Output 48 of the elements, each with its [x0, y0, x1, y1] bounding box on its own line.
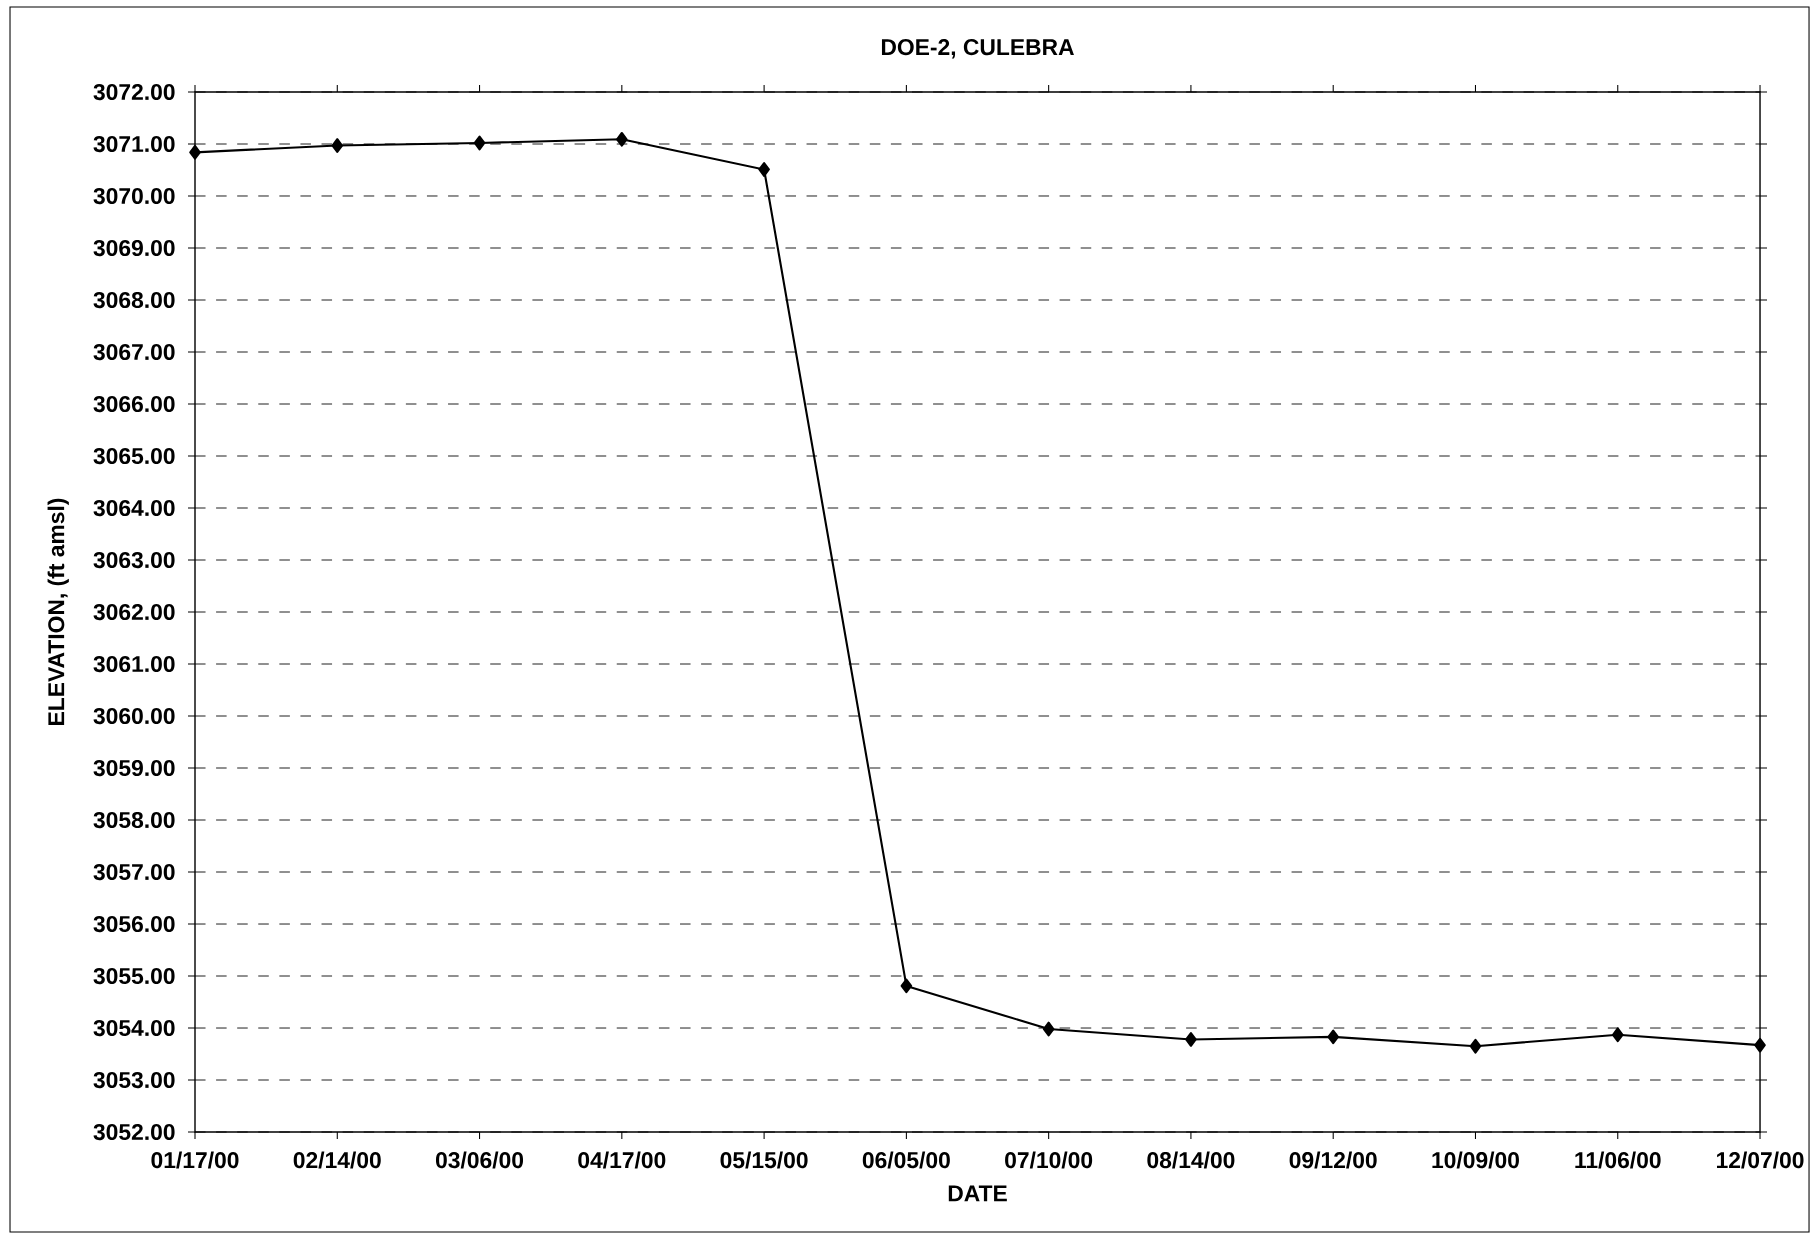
- x-tick-label: 02/14/00: [293, 1151, 381, 1169]
- point: [473, 135, 486, 151]
- y-tick-label: 3070.00: [93, 187, 175, 205]
- point: [1754, 1037, 1766, 1053]
- y-tick-label: 3063.00: [93, 551, 175, 569]
- point: [1042, 1021, 1055, 1037]
- y-tick-label: 3057.00: [93, 863, 175, 881]
- x-tick-label: 12/07/00: [1717, 1151, 1804, 1169]
- point: [189, 144, 201, 160]
- y-tick-label: 3052.00: [93, 1123, 175, 1141]
- x-tick-label: 01/17/00: [151, 1151, 239, 1169]
- y-tick-label: 3067.00: [93, 343, 175, 361]
- x-axis-title: DATE: [948, 1185, 1007, 1202]
- x-tick-label: 07/10/00: [1005, 1151, 1093, 1169]
- y-tick-label: 3062.00: [93, 603, 175, 621]
- x-tick-label: 05/15/00: [720, 1151, 808, 1169]
- y-tick-label: 3054.00: [93, 1019, 175, 1037]
- x-tick-label: 11/06/00: [1575, 1151, 1661, 1169]
- x-tick-label: 08/14/00: [1147, 1151, 1235, 1169]
- y-tick-label: 3064.00: [93, 499, 175, 517]
- x-tick-label: 03/06/00: [435, 1151, 524, 1169]
- x-tick-label: 09/12/00: [1289, 1151, 1377, 1169]
- y-tick-label: 3068.00: [93, 291, 175, 309]
- x-tick-label: 04/17/00: [578, 1151, 666, 1169]
- y-tick-label: 3056.00: [93, 915, 175, 933]
- y-tick-label: 3059.00: [93, 759, 175, 777]
- y-tick-label: 3072.00: [93, 83, 175, 101]
- point: [1469, 1038, 1482, 1054]
- point: [616, 131, 628, 147]
- point: [900, 978, 913, 994]
- point: [331, 138, 344, 153]
- y-tick-label: 3071.00: [93, 135, 175, 153]
- y-axis-title: ELEVATION, (ft amsl): [47, 498, 69, 725]
- point: [1185, 1032, 1197, 1047]
- point: [758, 162, 770, 177]
- point: [1327, 1029, 1340, 1045]
- x-tick-label: 10/09/00: [1432, 1151, 1519, 1169]
- x-tick-label: 06/05/00: [862, 1151, 950, 1169]
- chart-title: DOE-2, CULEBRA: [881, 39, 1074, 59]
- y-tick-label: 3066.00: [93, 395, 175, 413]
- y-tick-label: 3069.00: [93, 239, 175, 257]
- y-tick-label: 3065.00: [93, 447, 175, 465]
- y-tick-label: 3053.00: [93, 1071, 175, 1089]
- point: [1611, 1027, 1624, 1043]
- y-tick-label: 3060.00: [93, 707, 175, 725]
- y-tick-label: 3055.00: [93, 967, 175, 985]
- y-tick-label: 3058.00: [93, 811, 175, 829]
- y-tick-label: 3061.00: [93, 655, 175, 673]
